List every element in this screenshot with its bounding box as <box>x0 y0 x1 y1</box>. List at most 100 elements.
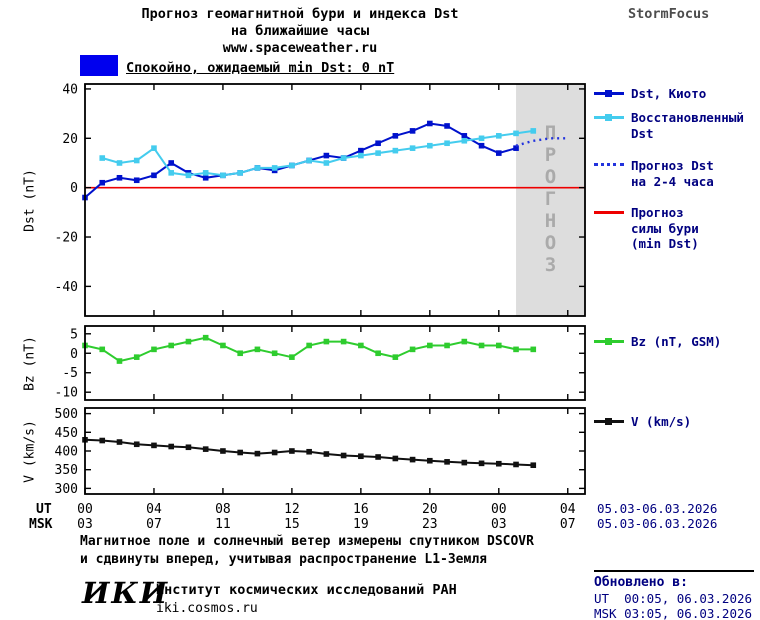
marker-dst-restored <box>495 133 502 139</box>
marker-bz <box>530 346 537 353</box>
site-url: www.spaceweather.ru <box>222 40 378 56</box>
forecast-region-letter: Н <box>545 210 556 232</box>
marker-bz <box>461 338 468 345</box>
marker-v <box>495 460 502 467</box>
marker-bz <box>151 346 157 353</box>
ut-row-label: UT <box>36 502 52 517</box>
marker-dst-restored <box>271 165 278 171</box>
ut-tick-label: 04 <box>146 502 162 517</box>
y-tick-label: 5 <box>70 327 78 342</box>
marker-bz <box>185 338 192 345</box>
marker-bz <box>495 342 502 349</box>
msk-tick-label: 03 <box>491 517 507 532</box>
updated-block: Обновлено в: UT 00:05, 06.03.2026 MSK 03… <box>594 575 752 620</box>
marker-dst-restored <box>151 145 157 151</box>
marker-dst-kyoto <box>202 174 209 181</box>
marker-bz <box>375 350 381 357</box>
marker-dst-kyoto <box>444 123 450 129</box>
marker-v <box>409 456 416 463</box>
marker-bz <box>478 342 485 349</box>
marker-dst-kyoto <box>99 179 106 186</box>
marker-dst-restored <box>358 152 364 159</box>
marker-dst-restored <box>513 130 519 137</box>
marker-bz <box>271 350 278 357</box>
marker-dst-kyoto <box>427 120 433 127</box>
marker-dst-restored <box>427 142 433 149</box>
marker-bz <box>444 342 450 349</box>
msk-tick-label: 23 <box>422 517 438 532</box>
marker-bz <box>358 342 364 349</box>
ut-tick-label: 12 <box>284 502 300 517</box>
ut-tick-label: 04 <box>560 502 576 517</box>
msk-tick-label: 15 <box>284 517 300 532</box>
marker-v <box>444 459 450 465</box>
y-tick-label: -20 <box>55 231 78 246</box>
marker-dst-restored <box>289 162 295 169</box>
institute-name: Институт космических исследований РАН <box>156 582 457 598</box>
marker-bz <box>116 358 123 364</box>
marker-dst-restored <box>409 145 416 151</box>
marker-dst-kyoto <box>478 142 485 149</box>
y-tick-label: 20 <box>62 132 78 147</box>
marker-dst-restored <box>133 157 140 164</box>
panel-frame <box>84 325 586 401</box>
updated-heading: Обновлено в: <box>594 575 688 590</box>
updated-ut: UT 00:05, 06.03.2026 <box>594 590 753 606</box>
marker-dst-restored <box>220 172 226 179</box>
forecast-region <box>516 84 585 316</box>
marker-dst-kyoto <box>409 128 416 134</box>
ut-date-range: 05.03-06.03.2026 <box>597 501 717 516</box>
marker-v <box>392 455 399 462</box>
forecast-region-letter: О <box>545 166 556 188</box>
ut-tick-label: 00 <box>77 502 93 517</box>
marker-bz <box>168 342 175 349</box>
ut-tick-label: 00 <box>491 502 507 517</box>
marker-dst-restored <box>340 155 347 161</box>
y-tick-label: -40 <box>55 280 78 295</box>
y-tick-label: 300 <box>55 482 78 497</box>
msk-tick-label: 19 <box>353 517 369 532</box>
page-title: Прогноз геомагнитной бури и индекса Dst <box>141 6 459 22</box>
msk-tick-label: 03 <box>77 517 93 532</box>
marker-dst-kyoto <box>151 172 157 179</box>
marker-v <box>185 444 192 451</box>
marker-dst-restored <box>478 135 485 142</box>
y-tick-label: 500 <box>55 407 78 422</box>
forecast-region-letter: О <box>545 232 556 254</box>
marker-v <box>306 448 312 455</box>
series-dst-restored <box>101 129 534 177</box>
msk-row-label: MSK <box>29 517 53 532</box>
marker-dst-restored <box>392 147 399 154</box>
marker-bz <box>513 346 519 353</box>
y-tick-label: -5 <box>62 366 78 381</box>
marker-v <box>358 453 364 460</box>
updated-block-divider <box>594 570 754 572</box>
msk-date-range: 05.03-06.03.2026 <box>597 516 717 531</box>
marker-dst-restored <box>375 150 381 156</box>
panel-frame <box>84 407 586 495</box>
marker-bz <box>237 350 243 357</box>
marker-bz <box>254 346 261 353</box>
forecast-region-letter: Р <box>545 144 556 166</box>
y-tick-label: 0 <box>70 347 78 362</box>
y-tick-label: -10 <box>55 386 78 401</box>
marker-dst-kyoto <box>133 177 140 184</box>
marker-v <box>202 446 209 452</box>
marker-v <box>289 448 295 454</box>
marker-bz <box>340 338 347 345</box>
y-tick-label: 40 <box>62 82 78 97</box>
marker-v <box>461 459 468 466</box>
marker-bz <box>323 338 330 345</box>
msk-tick-label: 11 <box>215 517 231 532</box>
marker-dst-restored <box>254 165 261 171</box>
marker-bz <box>289 354 295 360</box>
marker-dst-restored <box>168 170 175 176</box>
ut-tick-label: 16 <box>353 502 369 517</box>
marker-bz <box>133 354 140 360</box>
marker-dst-restored <box>461 137 468 144</box>
marker-bz <box>99 346 106 353</box>
marker-dst-kyoto <box>495 150 502 156</box>
marker-dst-kyoto <box>375 140 381 147</box>
page-subtitle: на ближайшие часы <box>230 23 370 39</box>
